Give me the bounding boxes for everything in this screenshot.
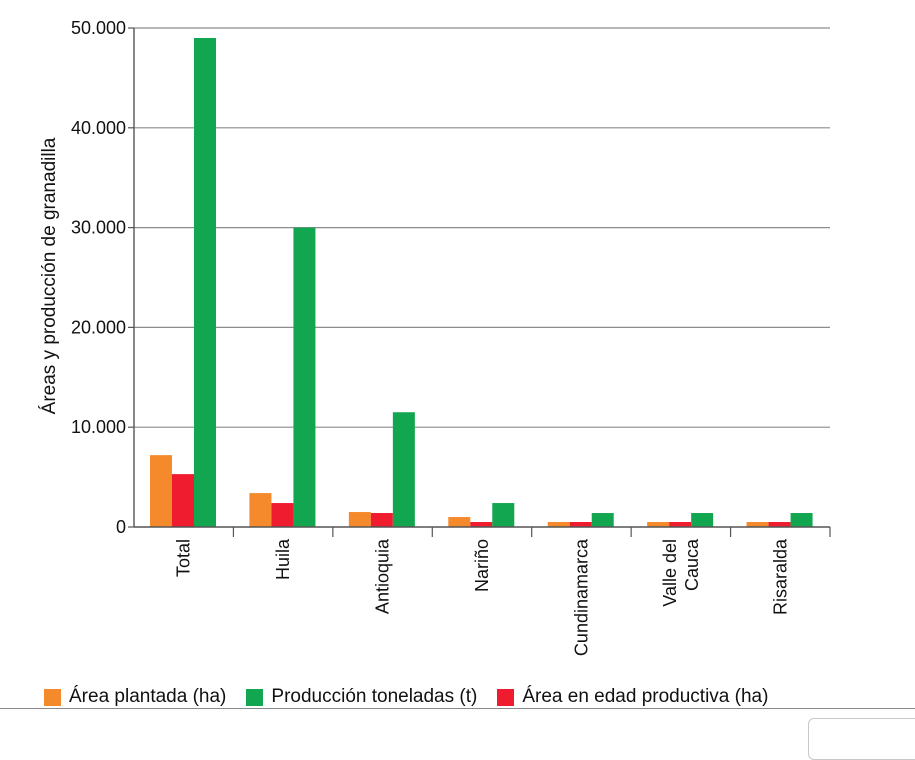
legend-item-area-plantada: Área plantada (ha) [44, 686, 226, 708]
bar-area-en-edad-productiva-ha-huila [271, 503, 294, 527]
x-tick-label-line: Huila [273, 538, 293, 580]
bar-produccion-toneladas-t-valle-del-cauca [691, 513, 714, 527]
bar-area-plantada-ha-valle-del-cauca [647, 522, 670, 527]
legend-swatch-produccion [246, 688, 264, 706]
x-tick-label-narino: Nariño [472, 539, 492, 592]
bar-produccion-toneladas-t-risaralda [790, 513, 813, 527]
axes [128, 27, 831, 537]
page-divider [0, 708, 915, 709]
y-tick-labels: 0 10.000 20.000 30.000 40.000 50.000 [71, 18, 126, 537]
x-tick-label-antioquia: Antioquia [373, 538, 393, 614]
bar-area-plantada-ha-huila [249, 493, 272, 527]
x-tick-label-line: Antioquia [373, 538, 393, 614]
chart-svg: 0 10.000 20.000 30.000 40.000 50.000 Total Hui… [39, 18, 831, 656]
legend-label-produccion: Producción toneladas (t) [271, 686, 478, 707]
bar-area-en-edad-productiva-ha-narino [470, 522, 493, 527]
bar-area-plantada-ha-cundinamarca [547, 522, 570, 527]
gridlines [134, 27, 830, 428]
y-tick-label: 10.000 [71, 417, 126, 437]
x-tick-label-cundinamarca: Cundinamarca [571, 538, 591, 656]
bar-produccion-toneladas-t-total [194, 37, 216, 527]
x-tick-label-huila: Huila [273, 538, 293, 580]
x-tick-label-risaralda: Risaralda [770, 538, 790, 615]
bars [150, 37, 813, 527]
x-tick-label-line: Nariño [472, 539, 492, 592]
bar-produccion-toneladas-t-cundinamarca [591, 513, 614, 527]
x-tick-label-line: Risaralda [770, 538, 790, 615]
x-tick-label-line: Cundinamarca [571, 538, 591, 656]
bar-area-plantada-ha-total [150, 455, 172, 527]
legend-swatch-area-productiva [497, 688, 515, 706]
y-tick-label: 20.000 [71, 317, 126, 337]
x-tick-label-valle-del-cauca: Valle del Cauca [660, 538, 702, 607]
x-tick-label-line: Cauca [682, 538, 702, 591]
bar-area-en-edad-productiva-ha-antioquia [370, 513, 393, 527]
bar-produccion-toneladas-t-narino [492, 503, 515, 527]
page-corner-widget [808, 718, 915, 760]
bar-area-en-edad-productiva-ha-valle-del-cauca [669, 522, 692, 527]
bar-area-en-edad-productiva-ha-risaralda [768, 522, 791, 527]
legend: Área plantada (ha) Producción toneladas … [44, 686, 788, 708]
legend-label-area-productiva: Área en edad productiva (ha) [522, 686, 769, 707]
x-tick-labels: Total Huila Antioquia Nariño Cundinamarca Val… [174, 538, 791, 656]
y-tick-label: 40.000 [71, 118, 126, 138]
y-axis-label: Áreas y producción de granadilla [39, 137, 60, 414]
y-tick-label: 0 [116, 517, 126, 537]
bar-area-plantada-ha-narino [448, 517, 471, 527]
legend-label-area-plantada: Área plantada (ha) [69, 686, 227, 707]
bar-area-plantada-ha-risaralda [746, 522, 769, 527]
bar-area-en-edad-productiva-ha-cundinamarca [569, 522, 592, 527]
x-tick-label-line: Total [174, 539, 194, 577]
x-tick-label-total: Total [174, 539, 194, 577]
bar-area-plantada-ha-antioquia [348, 512, 371, 527]
bar-produccion-toneladas-t-antioquia [392, 412, 415, 527]
x-tick-label-line: Valle del [660, 539, 680, 607]
bar-produccion-toneladas-t-huila [293, 227, 316, 527]
legend-item-produccion: Producción toneladas (t) [246, 686, 477, 708]
y-tick-label: 30.000 [71, 218, 126, 238]
y-tick-label: 50.000 [71, 18, 126, 38]
legend-item-area-productiva: Área en edad productiva (ha) [497, 686, 768, 708]
legend-swatch-area-plantada [44, 688, 61, 706]
bar-area-en-edad-productiva-ha-total [172, 474, 194, 527]
